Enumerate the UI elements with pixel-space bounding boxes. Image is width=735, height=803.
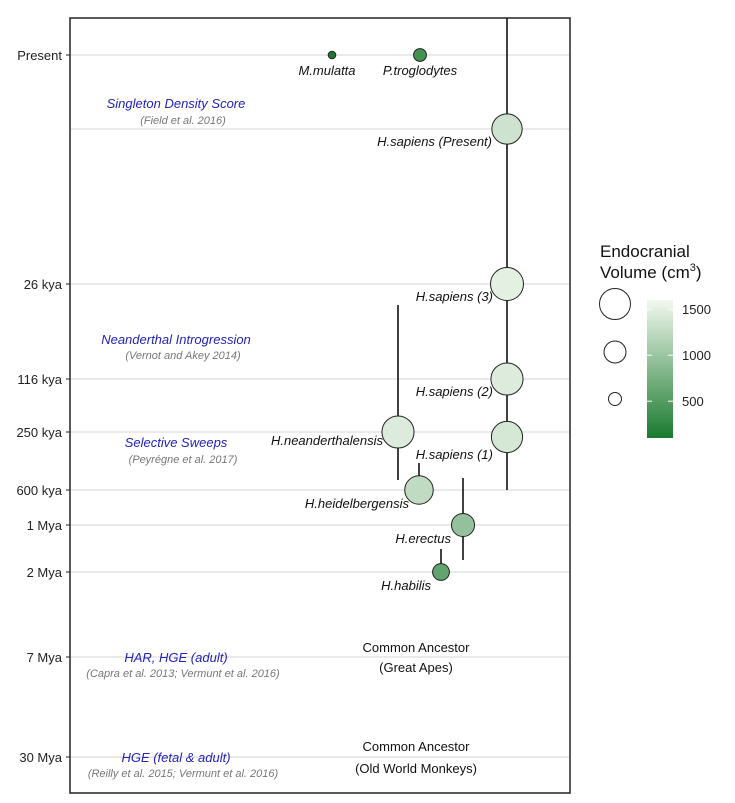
y-tick-label: 30 Mya (19, 750, 62, 765)
method-citation: (Reilly et al. 2015; Vermunt et al. 2016… (88, 768, 279, 780)
species-label: H.sapiens (1) (416, 447, 493, 462)
method-title: Singleton Density Score (107, 96, 246, 111)
species-point (491, 113, 523, 145)
method-citation: (Peyrégne et al. 2017) (129, 454, 238, 466)
species-point (432, 563, 450, 581)
species-label: H.sapiens (Present) (377, 134, 492, 149)
species-points (327, 48, 524, 581)
species-point (490, 420, 524, 454)
method-title: Selective Sweeps (125, 435, 228, 450)
y-tick-label: 600 kya (16, 483, 62, 498)
species-point (413, 48, 427, 62)
species-label: P.troglodytes (383, 63, 458, 78)
legend-color-bar (647, 300, 673, 438)
method-title: Neanderthal Introgression (101, 332, 251, 347)
legend-title: Endocranial (600, 242, 690, 261)
legend-title: Volume (cm3) (600, 262, 702, 282)
gridlines (71, 54, 569, 758)
ancestor-label: (Old World Monkeys) (355, 761, 477, 776)
species-label: H.neanderthalensis (271, 433, 384, 448)
method-annotations: Singleton Density Score (Field et al. 201… (86, 96, 477, 780)
y-tick-label: 7 Mya (27, 650, 63, 665)
method-citation: (Field et al. 2016) (140, 115, 226, 127)
species-label: H.erectus (395, 531, 451, 546)
plot-panel (69, 17, 571, 794)
y-tick-label: 1 Mya (27, 518, 63, 533)
legend-color-label: 500 (682, 394, 704, 409)
method-title: HAR, HGE (adult) (124, 650, 227, 665)
method-title: HGE (fetal & adult) (121, 750, 230, 765)
species-label: H.sapiens (2) (416, 384, 493, 399)
legend-color-label: 1500 (682, 302, 711, 317)
legend-size-circle (603, 340, 627, 364)
legend-size-circle (599, 288, 631, 320)
species-label: H.sapiens (3) (416, 289, 493, 304)
species-point (404, 475, 434, 505)
species-point (381, 415, 415, 449)
ancestor-label: (Great Apes) (379, 660, 453, 675)
species-point (490, 267, 524, 301)
y-tick-label: 26 kya (24, 277, 63, 292)
y-axis-ticks: Present 26 kya 116 kya 250 kya 600 kya 1 Mya 2… (16, 48, 70, 765)
legend-color-label: 1000 (682, 348, 711, 363)
species-label: M.mulatta (298, 63, 355, 78)
species-point (327, 50, 337, 60)
ancestor-label: Common Ancestor (363, 640, 471, 655)
species-labels: M.mulatta P.troglodytes H.sapiens (Present… (271, 63, 493, 593)
species-label: H.heidelbergensis (305, 496, 410, 511)
species-point (490, 362, 524, 396)
y-tick-label: 250 kya (16, 425, 62, 440)
y-tick-label: 116 kya (17, 372, 62, 387)
species-label: H.habilis (381, 578, 431, 593)
legend-size-circle (608, 392, 622, 406)
species-point (450, 512, 476, 538)
method-citation: (Vernot and Akey 2014) (125, 350, 241, 362)
y-tick-label: 2 Mya (27, 565, 63, 580)
ancestor-label: Common Ancestor (363, 739, 471, 754)
method-citation: (Capra et al. 2013; Vermunt et al. 2016) (86, 668, 280, 680)
y-tick-label: Present (17, 48, 62, 63)
